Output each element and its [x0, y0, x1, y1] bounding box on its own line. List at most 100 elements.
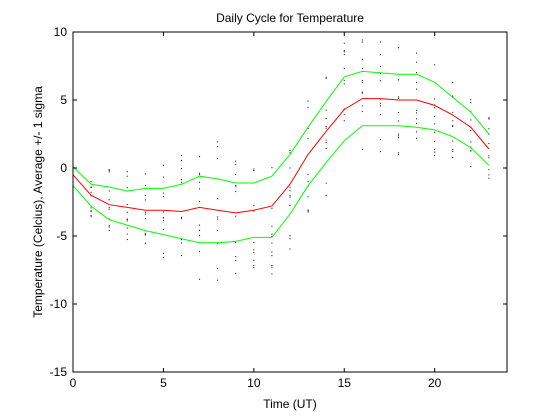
- sample-point: [361, 58, 363, 60]
- sample-point: [90, 216, 92, 218]
- sample-point: [199, 200, 201, 202]
- sample-point: [361, 92, 363, 94]
- sample-point: [434, 149, 436, 151]
- sample-point: [253, 265, 255, 267]
- sample-point: [343, 50, 345, 52]
- y-tick-label: -5: [56, 229, 67, 243]
- sample-point: [217, 146, 219, 148]
- sample-point: [325, 76, 327, 78]
- sample-point: [162, 228, 164, 230]
- sample-point: [325, 77, 327, 79]
- sample-point: [108, 230, 110, 232]
- sample-point: [289, 195, 291, 197]
- sample-point: [434, 107, 436, 109]
- series-lines: [72, 70, 490, 244]
- sample-point: [398, 135, 399, 137]
- sample-point: [470, 150, 472, 152]
- sample-point: [90, 187, 92, 189]
- axis-ticks: 0 5 10 15 20 -15 -10 -5 0 5 10: [50, 25, 507, 390]
- sample-point: [217, 157, 219, 159]
- sample-point: [416, 72, 418, 74]
- sample-point: [470, 99, 472, 101]
- sample-point: [253, 170, 255, 172]
- chart-title: Daily Cycle for Temperature: [216, 11, 364, 25]
- sample-point: [289, 190, 291, 192]
- sample-point: [488, 133, 490, 135]
- sample-point: [361, 81, 363, 83]
- series-line-mean: [72, 98, 490, 214]
- sample-point: [271, 233, 273, 235]
- sample-point: [398, 96, 399, 98]
- sample-point: [162, 164, 164, 166]
- sample-point: [325, 127, 327, 129]
- sample-point: [181, 242, 182, 244]
- sample-point: [108, 171, 110, 173]
- sample-point: [325, 182, 327, 184]
- sample-point: [325, 142, 327, 144]
- sample-point: [144, 184, 146, 186]
- sample-point: [126, 204, 128, 206]
- sample-point: [416, 122, 418, 124]
- plot-area-frame: [72, 31, 508, 373]
- sample-point: [325, 109, 327, 111]
- sample-point: [343, 67, 345, 69]
- sample-point: [181, 218, 182, 220]
- sample-point: [379, 102, 381, 104]
- sample-point: [343, 120, 345, 122]
- sample-point: [90, 211, 92, 213]
- sample-point: [90, 207, 92, 209]
- sample-point: [108, 208, 110, 210]
- sample-point: [144, 173, 146, 175]
- sample-point: [307, 211, 309, 213]
- sample-point: [144, 211, 146, 213]
- sample-point: [181, 179, 182, 181]
- sample-point: [126, 220, 128, 222]
- sample-point: [90, 186, 92, 188]
- sample-point: [253, 249, 255, 251]
- sample-point: [307, 106, 309, 108]
- sample-point: [108, 169, 110, 171]
- sample-point: [416, 52, 418, 54]
- sample-point: [289, 196, 291, 198]
- sample-point: [235, 272, 237, 274]
- sample-point: [379, 80, 381, 82]
- sample-point: [235, 256, 237, 258]
- sample-point: [470, 119, 472, 121]
- sample-point: [271, 242, 273, 244]
- sample-point: [361, 91, 363, 93]
- sample-point: [307, 174, 309, 176]
- sample-point: [325, 147, 327, 149]
- sample-point: [470, 130, 472, 132]
- sample-point: [199, 188, 201, 190]
- sample-point: [90, 214, 92, 216]
- sample-point: [343, 54, 345, 56]
- sample-point: [361, 41, 363, 43]
- sample-point: [162, 211, 164, 213]
- sample-point: [253, 252, 255, 254]
- sample-point: [90, 210, 92, 212]
- sample-point: [343, 51, 345, 53]
- sample-point: [343, 114, 345, 116]
- sample-point: [217, 279, 219, 281]
- sample-point: [162, 192, 164, 194]
- sample-point: [235, 191, 237, 193]
- sample-point: [217, 268, 219, 270]
- sample-point: [235, 160, 237, 162]
- sample-point: [398, 137, 399, 139]
- sample-point: [90, 191, 92, 193]
- sample-point: [452, 150, 454, 152]
- sample-point: [181, 239, 182, 241]
- sample-point: [307, 100, 309, 102]
- sample-point: [235, 259, 237, 261]
- sample-point: [452, 148, 454, 150]
- sample-point: [181, 181, 182, 183]
- sample-point: [162, 196, 164, 198]
- sample-point: [199, 156, 201, 158]
- sample-point: [470, 141, 472, 143]
- sample-point: [452, 126, 454, 128]
- sample-point: [126, 211, 128, 213]
- sample-point: [307, 128, 309, 130]
- sample-point: [379, 114, 381, 116]
- sample-point: [398, 133, 399, 135]
